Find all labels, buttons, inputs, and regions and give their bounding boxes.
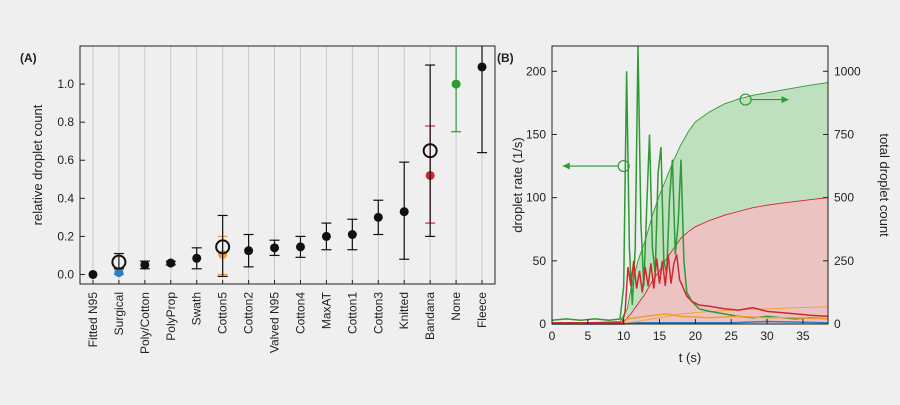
marker-knitted	[399, 207, 409, 217]
y-tick-label: 0.4	[57, 191, 74, 205]
y2-tick-label: 250	[834, 254, 854, 268]
x-tick-label: 35	[796, 329, 810, 343]
total-area-red	[552, 197, 828, 324]
x-tick-label-fleece: Fleece	[475, 292, 489, 328]
x-tick-label: 20	[689, 329, 703, 343]
panel-b-x-ticks: 0 5 10 15 20 25 30 35	[549, 319, 810, 343]
panel-b-y2-axis-label: total droplet count	[877, 133, 892, 237]
x-tick-label: 25	[725, 329, 739, 343]
panel-a-label: (A)	[20, 51, 37, 65]
panel-a-y-axis-label: relative droplet count	[30, 104, 45, 225]
x-tick-label-none: None	[449, 292, 463, 321]
x-tick-label-valved-n95: Valved N95	[268, 292, 282, 353]
x-tick-label-fitted-n95: Fitted N95	[86, 292, 100, 348]
arrow-head-arrow-left	[562, 162, 570, 170]
marker-cotton3	[373, 212, 383, 222]
arrow-head-arrow-right	[781, 96, 789, 104]
y-tick-label: 0.0	[57, 267, 74, 281]
rate-line-orange	[552, 313, 829, 325]
x-tick-label-surgical: Surgical	[112, 292, 126, 335]
panel-b-label: (B)	[497, 51, 514, 65]
panel-a-y-ticks: 0.0 0.2 0.4 0.6 0.8 1.0	[57, 77, 85, 281]
y-tick-label: 50	[533, 254, 547, 268]
panel-b-x-axis-label: t (s)	[679, 350, 701, 365]
x-tick-label: 10	[617, 329, 631, 343]
marker-maxat	[321, 231, 331, 241]
panel-a-x-ticks: Fitted N95 Surgical Poly/Cotton PolyProp Swa…	[86, 280, 489, 354]
x-tick-label-cotton1: Cotton1	[345, 292, 359, 334]
panel-b-cumulative-fills	[551, 82, 829, 325]
y-tick-label: 0.2	[57, 229, 74, 243]
y-tick-label: 100	[526, 191, 546, 205]
x-tick-label-cotton3: Cotton3	[371, 292, 385, 334]
y2-tick-label: 0	[834, 317, 841, 331]
panel-a: (A) 0.0 0.2 0.4 0.6 0.8 1.0 Fitted N95 Surgica…	[20, 45, 496, 354]
y2-tick-label: 750	[834, 127, 854, 141]
open-marker-surgical	[111, 254, 127, 270]
y-tick-label: 1.0	[57, 77, 74, 91]
panel-b-y-axis-label: droplet rate (1/s)	[510, 137, 525, 232]
marker-surgical	[114, 268, 124, 278]
open-marker-bandana	[422, 143, 438, 159]
y-tick-label: 0.8	[57, 115, 74, 129]
rate-line-green	[551, 45, 829, 321]
x-tick-label-poly-cotton: Poly/Cotton	[138, 292, 152, 354]
panel-b-y-ticks: 0 50 100 150 200	[526, 64, 557, 331]
open-marker-cotton5	[215, 239, 231, 255]
marker-fitted-n95	[88, 269, 98, 279]
marker-circle-arrow-left	[617, 159, 630, 173]
panel-b-y2-ticks: 0 250 500 750 1000	[823, 64, 861, 331]
marker-cotton2	[244, 246, 254, 256]
marker-cotton1	[347, 229, 357, 239]
marker-none	[451, 79, 461, 89]
panel-b-frame	[551, 45, 829, 325]
panel-a-frame	[79, 45, 496, 285]
panel-a-points	[88, 46, 488, 279]
x-tick-label-maxat: MaxAT	[319, 291, 333, 329]
x-tick-label: 0	[549, 329, 556, 343]
marker-poly-cotton	[140, 260, 150, 270]
marker-swath	[192, 253, 202, 263]
marker-valved-n95	[270, 243, 280, 253]
x-tick-label-knitted: Knitted	[397, 292, 411, 329]
y-tick-label: 200	[526, 64, 546, 78]
x-tick-label-cotton5: Cotton5	[216, 292, 230, 334]
x-tick-label-bandana: Bandana	[423, 292, 437, 340]
y-tick-label: 0.6	[57, 153, 74, 167]
rate-line-red	[552, 254, 829, 324]
y2-tick-label: 1000	[834, 64, 861, 78]
x-tick-label-polyprop: PolyProp	[164, 292, 178, 341]
x-tick-label-swath: Swath	[190, 292, 204, 325]
marker-polyprop	[166, 258, 176, 268]
panel-b: (B) 0 50 100 150 200 0 250 500 750 1000 0 5 10 15 20…	[497, 45, 892, 365]
x-tick-label: 30	[760, 329, 774, 343]
y2-tick-label: 500	[834, 191, 854, 205]
marker-cotton4	[295, 242, 305, 252]
x-tick-label: 5	[585, 329, 592, 343]
panel-a-gridlines	[92, 46, 483, 284]
total-line-red	[551, 197, 829, 325]
x-tick-label-cotton4: Cotton4	[293, 292, 307, 334]
marker-circle-arrow-right	[739, 93, 752, 106]
marker-fleece	[477, 62, 487, 72]
x-tick-label-cotton2: Cotton2	[242, 292, 256, 334]
x-tick-label: 15	[653, 329, 667, 343]
y-tick-label: 0	[539, 317, 546, 331]
y-tick-label: 150	[526, 127, 546, 141]
panel-b-annotations	[562, 93, 789, 173]
